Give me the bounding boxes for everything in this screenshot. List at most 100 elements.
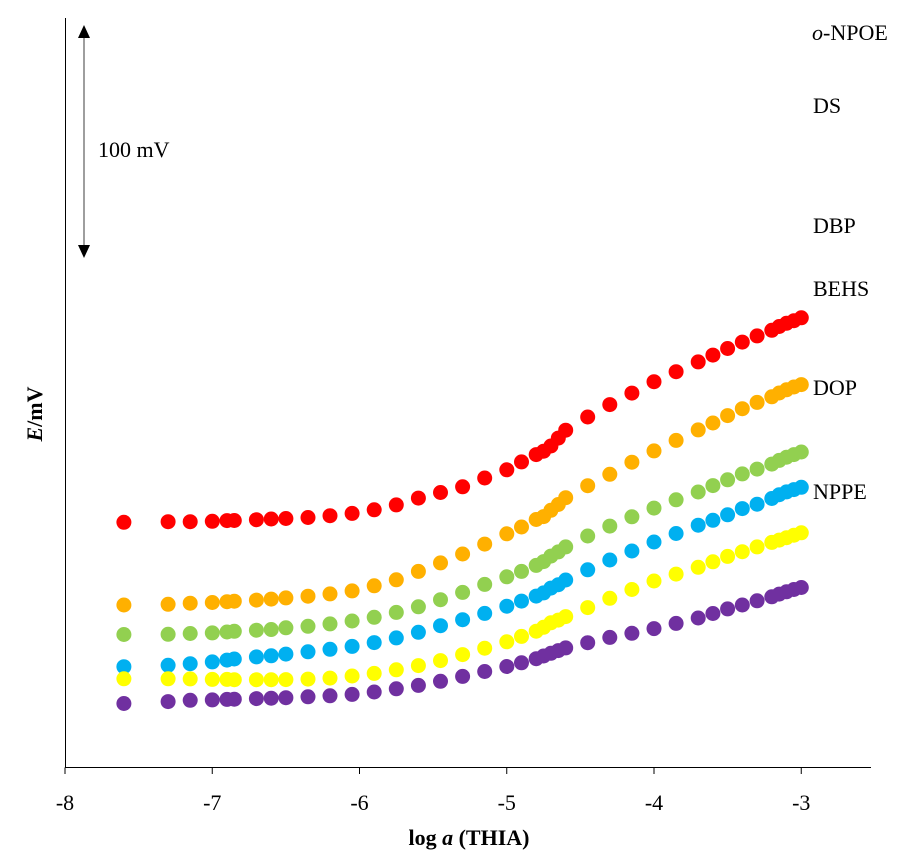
data-point: [499, 462, 515, 478]
data-point: [344, 583, 360, 599]
data-point: [558, 609, 574, 625]
data-point: [749, 539, 765, 555]
data-point: [455, 647, 471, 663]
data-point: [668, 492, 684, 508]
data-point: [646, 443, 662, 459]
data-point: [558, 490, 574, 506]
data-point: [278, 672, 294, 688]
x-tick-label: -7: [203, 790, 221, 815]
data-point: [477, 640, 493, 656]
data-point: [182, 514, 198, 530]
data-point: [749, 328, 765, 344]
data-point: [580, 562, 596, 578]
data-point: [278, 646, 294, 662]
data-point: [455, 612, 471, 628]
series-label-nppe: NPPE: [813, 479, 867, 504]
data-point: [734, 597, 750, 613]
data-point: [322, 670, 338, 686]
data-point: [705, 512, 721, 528]
x-axis-tick-labels: -8 -7 -6 -5 -4 -3: [56, 790, 811, 815]
data-point: [433, 653, 448, 669]
data-point: [248, 592, 264, 608]
data-point: [624, 509, 640, 525]
data-point: [278, 590, 294, 606]
data-point: [580, 635, 596, 651]
data-point: [455, 584, 471, 600]
data-point: [646, 500, 662, 516]
data-point: [668, 615, 684, 631]
data-point: [455, 668, 471, 684]
data-point: [263, 672, 279, 688]
data-point: [300, 588, 316, 604]
data-point: [720, 408, 736, 424]
data-point: [558, 572, 574, 588]
data-point: [300, 618, 316, 634]
data-point: [322, 688, 338, 704]
data-point: [182, 692, 198, 708]
data-point: [477, 470, 493, 486]
x-tick-label: -4: [645, 790, 663, 815]
series-label-dop: DOP: [813, 375, 857, 400]
data-point: [322, 508, 338, 524]
data-point: [734, 466, 750, 482]
series-ds: [116, 377, 809, 613]
data-point: [300, 689, 316, 705]
data-point: [793, 310, 809, 326]
data-point: [160, 671, 176, 687]
data-point: [344, 613, 360, 629]
data-point: [720, 548, 736, 564]
x-tick-label: -3: [792, 790, 810, 815]
data-point: [433, 673, 448, 689]
data-point: [322, 641, 338, 657]
x-tick-label: -8: [56, 790, 74, 815]
data-point: [204, 595, 220, 610]
data-point: [366, 502, 382, 518]
data-point: [646, 534, 662, 550]
data-point: [116, 597, 132, 613]
data-point: [499, 634, 515, 650]
data-point: [602, 552, 618, 568]
series-o-npoe: [116, 310, 809, 530]
data-point: [720, 472, 736, 488]
data-point: [160, 514, 176, 530]
data-point: [646, 374, 662, 390]
data-point: [278, 620, 294, 636]
data-point: [410, 599, 426, 615]
data-point: [624, 625, 640, 641]
data-point: [388, 604, 404, 620]
data-point: [226, 672, 242, 688]
data-point: [344, 505, 360, 521]
data-point: [226, 691, 242, 707]
data-point: [602, 629, 618, 645]
data-point: [705, 478, 721, 494]
data-point: [204, 692, 220, 708]
data-point: [278, 511, 294, 526]
data-point: [388, 572, 404, 588]
data-point: [558, 422, 574, 438]
data-point: [477, 536, 493, 552]
data-point: [455, 479, 471, 495]
data-point: [749, 461, 765, 477]
data-point: [624, 454, 640, 470]
data-point: [668, 566, 684, 582]
plot-area: -8 -7 -6 -5 -4 -3: [56, 18, 871, 815]
data-point: [160, 626, 176, 642]
data-point: [720, 507, 736, 523]
data-point: [366, 578, 382, 594]
x-tick-label: -5: [498, 790, 516, 815]
data-point: [388, 662, 404, 678]
data-point: [160, 657, 176, 673]
data-point: [300, 671, 316, 687]
data-point: [263, 648, 279, 664]
data-point: [410, 624, 426, 640]
data-point: [300, 510, 316, 525]
data-point: [514, 563, 529, 579]
data-point: [116, 627, 132, 642]
data-point: [278, 690, 294, 706]
data-point: [322, 586, 338, 602]
data-point: [344, 668, 360, 684]
data-point: [322, 616, 338, 632]
data-point: [514, 628, 529, 644]
data-point: [433, 485, 448, 500]
data-point: [558, 640, 574, 656]
